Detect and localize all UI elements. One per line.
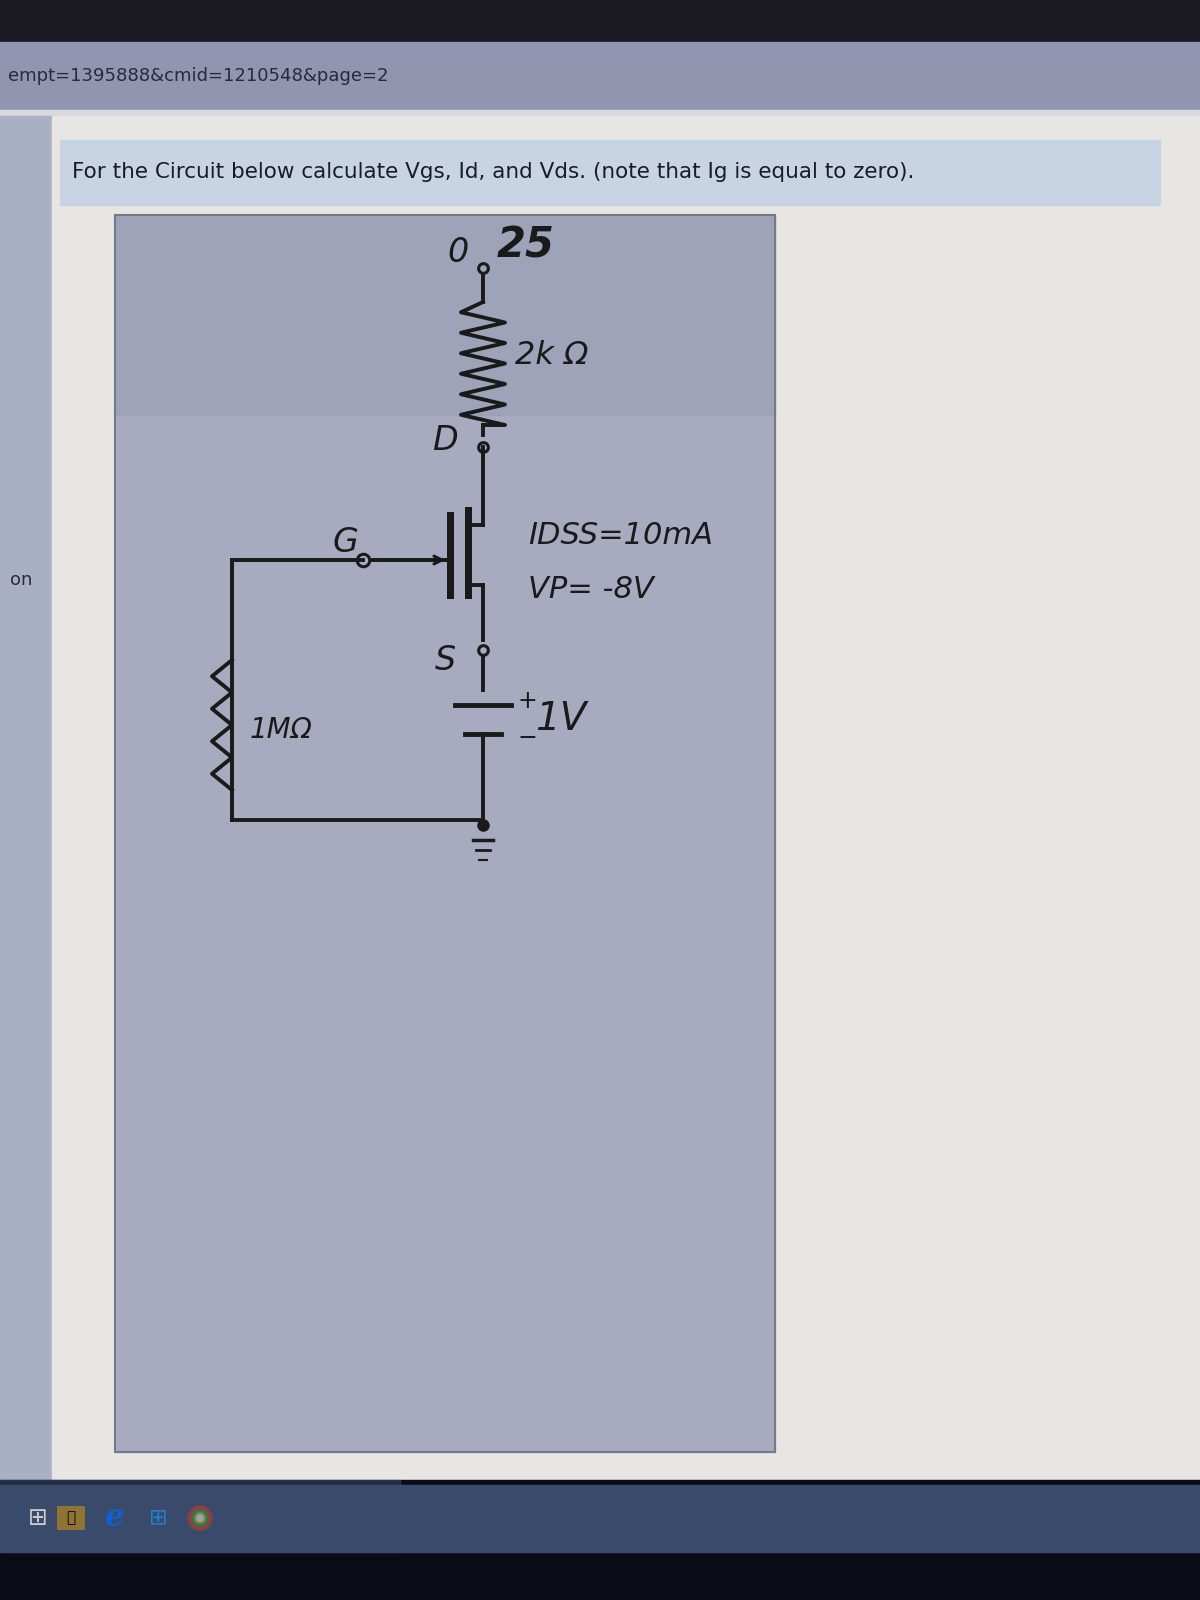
Circle shape bbox=[188, 1506, 212, 1530]
Text: −: − bbox=[518, 726, 538, 750]
Bar bbox=[115, 214, 775, 1453]
Text: ⊞: ⊞ bbox=[149, 1507, 167, 1528]
Circle shape bbox=[192, 1510, 208, 1526]
Circle shape bbox=[197, 1515, 203, 1522]
Text: 1V: 1V bbox=[535, 701, 587, 739]
Text: 🗂: 🗂 bbox=[66, 1510, 76, 1525]
Text: e: e bbox=[106, 1502, 125, 1533]
Text: IDSS=10mA: IDSS=10mA bbox=[528, 520, 713, 549]
Text: empt=1395888&cmid=1210548&page=2: empt=1395888&cmid=1210548&page=2 bbox=[8, 67, 389, 85]
Text: +: + bbox=[518, 690, 538, 714]
FancyBboxPatch shape bbox=[58, 1506, 85, 1530]
Text: 1MΩ: 1MΩ bbox=[250, 717, 313, 744]
Text: 25: 25 bbox=[497, 226, 554, 267]
Text: D: D bbox=[432, 424, 458, 456]
Text: S: S bbox=[434, 643, 456, 677]
Circle shape bbox=[194, 1514, 205, 1523]
Text: ⊞: ⊞ bbox=[28, 1506, 48, 1530]
Text: VP= -8V: VP= -8V bbox=[528, 576, 654, 605]
Text: G: G bbox=[332, 525, 358, 558]
Text: 2k Ω: 2k Ω bbox=[515, 341, 588, 371]
Text: on: on bbox=[10, 571, 32, 589]
Text: For the Circuit below calculate Vgs, Id, and Vds. (note that Ig is equal to zero: For the Circuit below calculate Vgs, Id,… bbox=[72, 162, 914, 182]
Text: 0: 0 bbox=[448, 235, 469, 269]
